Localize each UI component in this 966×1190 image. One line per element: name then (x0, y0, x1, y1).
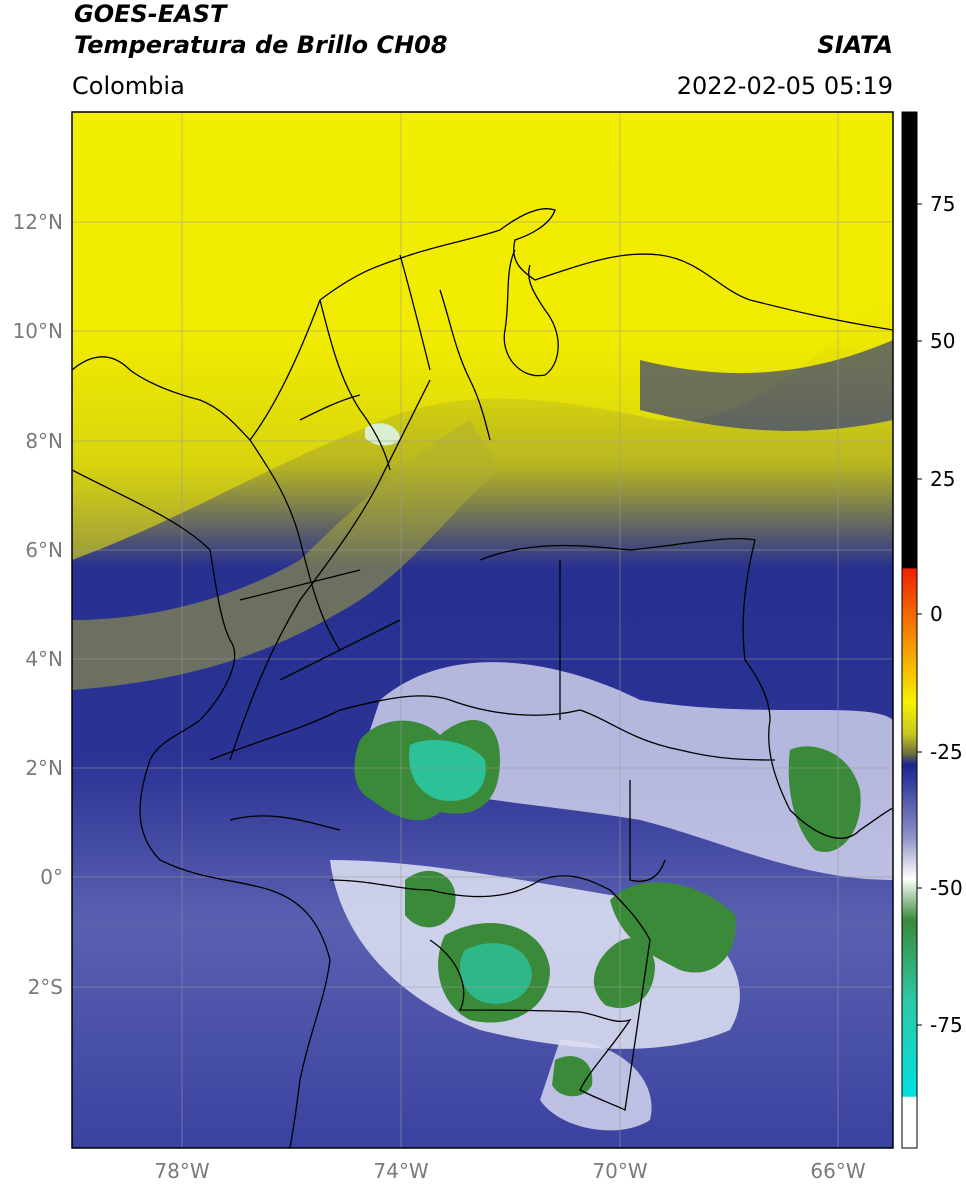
lon-label: 70°W (592, 1159, 647, 1183)
lat-label: 6°N (25, 538, 63, 562)
lat-label: 10°N (13, 319, 63, 343)
colorbar: 75 50 25 0 -25 -50 -75 (901, 111, 963, 1149)
lat-label: 8°N (25, 429, 63, 453)
lat-label: 0° (40, 865, 63, 889)
lon-label: 74°W (373, 1159, 428, 1183)
colorbar-gradient (901, 111, 918, 1149)
colorbar-tick-label: 0 (930, 602, 943, 626)
lat-label: 2°S (28, 975, 63, 999)
lat-label: 2°N (25, 756, 63, 780)
colorbar-tick-label: 75 (930, 192, 955, 216)
satellite-title: GOES-EAST (74, 0, 227, 28)
lat-label: 4°N (25, 647, 63, 671)
lat-label: 12°N (13, 210, 63, 234)
graticule (72, 112, 893, 1148)
map-frame (71, 111, 894, 1149)
region-label: Colombia (72, 72, 185, 100)
colorbar-tick-label: 25 (930, 467, 955, 491)
timestamp-label: 2022-02-05 05:19 (676, 72, 893, 100)
product-title: Temperatura de Brillo CH08 (74, 31, 448, 59)
boundaries (72, 208, 893, 1148)
colorbar-tick-label: 50 (930, 329, 955, 353)
colorbar-tick-label: -25 (930, 740, 963, 764)
lon-label: 66°W (810, 1159, 865, 1183)
colorbar-tick-label: -75 (930, 1013, 963, 1037)
colorbar-tick-label: -50 (930, 876, 963, 900)
lon-label: 78°W (154, 1159, 209, 1183)
source-label: SIATA (817, 31, 893, 59)
